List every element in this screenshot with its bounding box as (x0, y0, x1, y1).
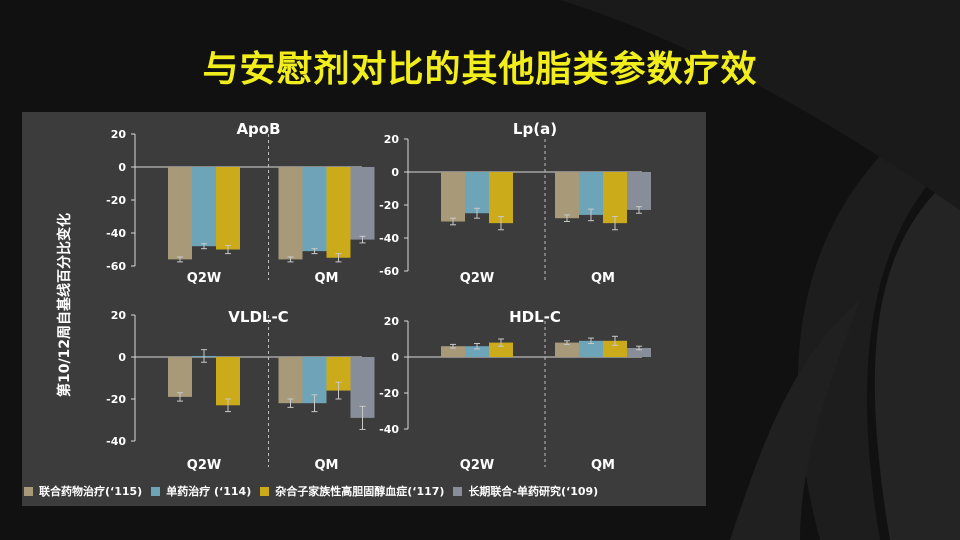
y-tick-label: -40 (379, 423, 399, 436)
bar (192, 167, 216, 247)
bar (555, 172, 579, 219)
legend-swatch (260, 486, 270, 496)
y-tick-label: 20 (384, 315, 400, 328)
group-label: QM (591, 271, 615, 286)
bar (465, 172, 489, 214)
legend-swatch (151, 486, 161, 496)
bar (627, 172, 651, 210)
y-tick-label: 0 (118, 351, 126, 364)
y-tick-label: 20 (111, 128, 127, 141)
slide-title: 与安慰剂对比的其他脂类参数疗效 (202, 49, 758, 90)
legend-item-hefh: 杂合子家族性高胆固醇血症(‘117) (260, 483, 444, 499)
legend-label: 单药治疗 (‘114) (166, 485, 252, 498)
chart-panel: ApoB 20 0 -20 -40 -60 Q2W QM Lp(a) 20 0 -20 -40 -60 Q2… (22, 112, 706, 506)
bar (579, 340, 603, 357)
bar (441, 172, 465, 222)
bar (489, 172, 513, 224)
group-label: QM (591, 458, 615, 473)
y-tick-label: 0 (391, 351, 399, 364)
legend: 联合药物治疗(‘115) 单药治疗 (‘114) 杂合子家族性高胆固醇血症(‘1… (24, 482, 704, 500)
chart-title: HDL-C (509, 308, 561, 326)
y-tick-label: 20 (384, 133, 400, 146)
bar (627, 348, 651, 357)
group-label: Q2W (460, 271, 494, 286)
y-tick-label: 0 (118, 161, 126, 174)
bar (489, 342, 513, 357)
y-tick-label: -20 (106, 393, 126, 406)
bar (168, 357, 192, 397)
y-tick-label: -60 (106, 260, 126, 273)
group-label: QM (315, 458, 339, 473)
group-label: Q2W (460, 458, 494, 473)
legend-label: 长期联合-单药研究(‘109) (468, 485, 599, 498)
chart-title: VLDL-C (228, 308, 288, 326)
y-tick-label: -20 (106, 194, 126, 207)
bar (603, 172, 627, 224)
y-axis-label-wrap: 第10/12周自基线百分比变化 (44, 185, 84, 425)
bar (326, 167, 351, 258)
legend-label: 联合药物治疗(‘115) (39, 485, 143, 498)
y-tick-label: -40 (106, 227, 126, 240)
bar (278, 357, 303, 404)
bar (216, 357, 240, 406)
y-tick-label: 0 (391, 166, 399, 179)
group-label: Q2W (187, 271, 221, 286)
y-tick-label: -20 (379, 387, 399, 400)
y-tick-label: -40 (106, 435, 126, 448)
chart-title: Lp(a) (513, 120, 557, 138)
chart-title: ApoB (236, 120, 280, 138)
bar (603, 340, 627, 357)
bar (216, 167, 240, 250)
bar (555, 342, 579, 357)
y-tick-label: -60 (379, 265, 399, 278)
legend-swatch (24, 486, 33, 496)
y-tick-label: -20 (379, 199, 399, 212)
legend-item-mono: 单药治疗 (‘114) (151, 483, 251, 499)
bar (465, 346, 489, 357)
bar (441, 346, 465, 357)
legend-item-combo: 联合药物治疗(‘115) (24, 483, 142, 499)
charts-canvas: ApoB 20 0 -20 -40 -60 Q2W QM Lp(a) 20 0 -20 -40 -60 Q2… (106, 120, 651, 473)
y-axis-label: 第10/12周自基线百分比变化 (57, 212, 73, 398)
group-label: Q2W (187, 458, 221, 473)
legend-label: 杂合子家族性高胆固醇血症(‘117) (275, 485, 445, 498)
bar (579, 172, 603, 215)
group-label: QM (315, 271, 339, 286)
legend-item-longterm: 长期联合-单药研究(‘109) (453, 483, 598, 499)
bar (350, 167, 375, 240)
bar (168, 167, 192, 260)
bar (302, 167, 327, 252)
y-tick-label: -40 (379, 232, 399, 245)
y-tick-label: 20 (111, 309, 127, 322)
legend-swatch (453, 486, 463, 496)
bar (278, 167, 303, 260)
